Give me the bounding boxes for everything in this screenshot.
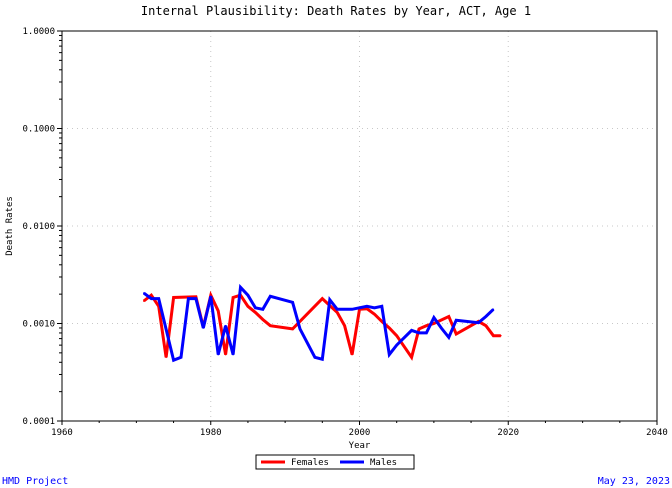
data-point-females — [343, 324, 346, 327]
data-point-males — [492, 308, 495, 311]
y-tick-label: 0.0001 — [22, 417, 55, 427]
data-point-females — [418, 328, 420, 330]
axis-ticks: 1960 1980 2000 2020 2040 0.0001 0.0010 0.0100 0.… — [22, 27, 667, 438]
y-tick-label: 1.0000 — [22, 27, 55, 37]
data-point-males — [373, 306, 376, 309]
x-tick-label: 1960 — [51, 428, 73, 438]
data-point-females — [143, 300, 145, 302]
data-point-females — [351, 353, 353, 356]
data-point-females — [485, 324, 487, 327]
chart-title: Internal Plausibility: Death Rates by Ye… — [141, 4, 531, 18]
data-point-males — [485, 315, 487, 318]
data-point-females — [150, 294, 153, 297]
data-point-males — [217, 353, 219, 356]
data-point-females — [247, 305, 249, 308]
chart: Internal Plausibility: Death Rates by Ye… — [5, 4, 668, 470]
footer-credit: HMD Project — [2, 476, 69, 487]
x-tick-label: 2040 — [646, 428, 668, 438]
data-point-males — [239, 286, 242, 289]
x-axis-label: Year — [349, 441, 371, 451]
data-point-females — [224, 353, 227, 356]
x-tick-label: 2020 — [497, 428, 519, 438]
data-point-females — [209, 294, 212, 297]
data-point-females — [395, 334, 398, 337]
data-point-males — [195, 297, 197, 300]
data-point-females — [232, 296, 234, 299]
legend: Females Males — [255, 454, 415, 470]
data-point-females — [455, 333, 457, 335]
data-point-males — [410, 329, 413, 332]
data-point-males — [262, 308, 264, 311]
data-point-males — [314, 356, 316, 359]
legend-box — [255, 454, 415, 470]
data-point-males — [299, 328, 301, 330]
data-point-males — [366, 305, 368, 308]
data-point-males — [254, 306, 257, 309]
data-point-females — [447, 315, 450, 318]
data-point-males — [269, 295, 272, 298]
data-point-females — [254, 311, 257, 314]
data-point-males — [351, 308, 353, 311]
data-point-females — [388, 327, 391, 329]
data-point-males — [440, 327, 443, 329]
data-point-males — [447, 336, 450, 339]
data-point-females — [500, 334, 502, 337]
data-point-females — [381, 320, 383, 323]
data-point-males — [172, 359, 175, 362]
data-point-males — [328, 299, 331, 301]
data-point-males — [395, 344, 398, 346]
data-point-males — [291, 301, 294, 304]
y-tick-label: 0.0100 — [22, 222, 55, 232]
data-point-males — [455, 319, 457, 322]
data-point-females — [366, 307, 368, 310]
data-point-males — [418, 332, 420, 334]
data-point-females — [433, 322, 435, 325]
x-tick-label: 2000 — [349, 428, 371, 438]
footer-date: May 23, 2023 — [597, 476, 670, 487]
data-point-females — [373, 313, 376, 315]
data-point-females — [262, 318, 264, 321]
data-point-males — [477, 321, 480, 324]
data-point-males — [157, 297, 160, 300]
data-point-females — [425, 324, 428, 327]
data-point-males — [224, 324, 227, 327]
data-point-males — [143, 292, 145, 294]
data-point-males — [247, 294, 249, 297]
x-tick-label: 1980 — [200, 428, 222, 438]
grid — [62, 31, 657, 421]
data-point-males — [433, 316, 435, 319]
data-point-males — [425, 332, 428, 334]
y-axis-label: Death Rates — [5, 196, 15, 256]
data-point-females — [165, 356, 167, 359]
series-lines — [142, 283, 502, 363]
data-point-males — [321, 358, 324, 361]
data-point-males — [381, 305, 383, 308]
data-point-females — [492, 334, 495, 337]
data-point-females — [217, 309, 219, 312]
data-point-males — [336, 308, 338, 311]
data-point-females — [172, 296, 175, 299]
data-point-males — [388, 353, 391, 356]
y-tick-label: 0.0010 — [22, 320, 55, 330]
data-point-females — [336, 311, 338, 314]
data-point-males — [232, 353, 234, 356]
legend-label-males: Males — [370, 458, 397, 468]
data-point-females — [269, 324, 272, 327]
data-point-males — [150, 297, 153, 300]
data-point-females — [410, 356, 413, 359]
data-point-males — [180, 356, 182, 359]
data-point-males — [202, 327, 205, 329]
data-point-males — [187, 297, 190, 300]
y-tick-label: 0.1000 — [22, 125, 55, 135]
data-point-males — [209, 295, 212, 298]
legend-label-females: Females — [291, 458, 329, 468]
data-point-females — [321, 297, 324, 300]
data-point-females — [291, 328, 294, 330]
